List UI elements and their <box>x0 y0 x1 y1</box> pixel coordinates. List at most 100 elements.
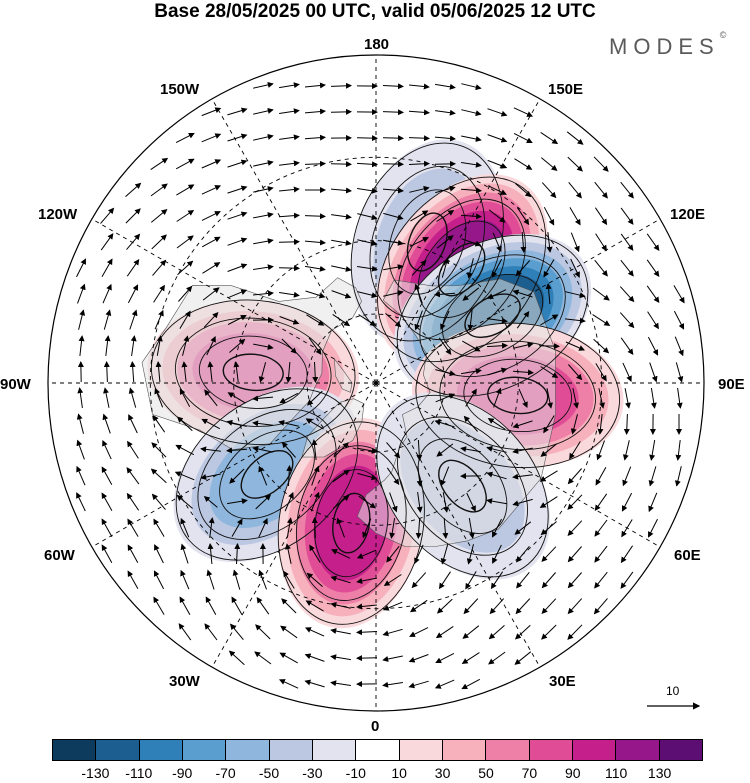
colorbar-tick-label: 50 <box>478 765 494 781</box>
wind-arrow <box>176 416 193 432</box>
wind-arrow <box>179 388 191 408</box>
wind-arrow <box>125 182 142 197</box>
wind-arrow <box>594 571 608 589</box>
wind-arrow <box>279 316 300 325</box>
wind-arrow <box>176 184 195 196</box>
wind-arrow <box>231 518 243 537</box>
lon-label-30w: 30W <box>169 673 200 690</box>
wind-arrow <box>646 285 660 304</box>
wind-arrow <box>386 442 401 459</box>
wind-arrow <box>488 209 506 223</box>
wind-arrow <box>540 521 557 536</box>
wind-arrow <box>462 340 481 352</box>
wind-arrow <box>130 335 137 356</box>
wind-arrow <box>466 544 474 565</box>
wind-arrow <box>227 159 248 168</box>
wind-arrow <box>546 232 553 253</box>
wind-arrow <box>154 309 164 330</box>
wind-arrow <box>156 335 163 356</box>
wind-arrow <box>512 289 533 298</box>
wind-arrow <box>304 653 325 662</box>
wind-arrow <box>253 133 274 141</box>
wind-arrow <box>278 265 300 272</box>
wind-arrow <box>620 233 634 251</box>
wind-arrow <box>567 624 583 640</box>
wind-arrow <box>540 366 559 379</box>
lon-label-120e: 120E <box>670 206 706 223</box>
wind-arrow <box>545 283 552 305</box>
wind-arrow <box>487 108 508 117</box>
wind-arrow <box>567 156 583 172</box>
wind-arrow <box>286 517 293 538</box>
wind-arrow <box>76 492 86 512</box>
colorbar-cell <box>182 740 227 760</box>
wind-arrow <box>622 440 630 461</box>
colorbar-tick-label: -130 <box>81 765 110 781</box>
wind-arrow <box>620 571 634 589</box>
wind-arrow <box>283 570 295 589</box>
colorbar-cell <box>269 740 313 760</box>
wind-arrow <box>467 310 474 331</box>
wind-arrow <box>357 239 378 247</box>
wind-arrow <box>233 361 240 382</box>
wind-arrow <box>414 310 423 331</box>
wind-arrow <box>127 518 139 537</box>
wind-arrow <box>129 309 138 330</box>
wind-arrow <box>461 161 482 168</box>
wind-arrow <box>125 208 141 224</box>
wind-arrow <box>330 601 351 609</box>
wind-arrow <box>174 471 195 481</box>
wind-arrow <box>516 571 530 589</box>
wind-arrow <box>595 233 607 252</box>
wind-arrow <box>486 498 507 505</box>
wind-arrow <box>358 314 377 326</box>
wind-arrow <box>649 440 656 461</box>
wind-arrow <box>152 414 166 433</box>
wind-arrow <box>460 446 481 453</box>
wind-arrow <box>76 258 86 278</box>
wind-arrow <box>382 187 404 194</box>
wind-arrow <box>408 160 430 167</box>
height-contour <box>388 189 467 295</box>
wind-arrow <box>409 83 430 90</box>
lon-label-60e: 60E <box>674 547 701 564</box>
wind-arrow <box>206 335 216 356</box>
wind-arrow <box>647 311 659 330</box>
height-contour <box>174 317 332 427</box>
wind-arrow <box>203 311 219 328</box>
wind-arrow <box>305 600 324 612</box>
wind-arrow <box>203 495 218 508</box>
wind-arrow <box>357 213 378 221</box>
wind-arrow <box>207 543 214 565</box>
meridian-line <box>211 382 377 668</box>
wind-arrow <box>465 571 477 590</box>
wind-arrow <box>408 654 429 663</box>
wind-arrow <box>539 496 558 508</box>
wind-arrow <box>674 466 682 487</box>
wind-arrow <box>543 206 555 226</box>
wind-arrow <box>620 181 634 199</box>
wind-arrow <box>441 257 450 278</box>
wind-arrow <box>281 441 296 458</box>
wind-arrow <box>304 239 326 246</box>
wind-arrow <box>279 134 300 141</box>
wind-arrow <box>673 285 685 304</box>
wind-arrow <box>176 209 195 222</box>
wind-arrow <box>227 211 248 220</box>
wind-arrow <box>258 517 268 538</box>
wind-arrow <box>409 599 428 613</box>
wind-arrow <box>468 518 475 539</box>
wind-arrow <box>383 212 404 221</box>
wind-arrow <box>103 361 110 383</box>
height-contour <box>240 450 294 499</box>
wind-arrow <box>331 239 352 246</box>
meridian-line <box>375 382 661 548</box>
wind-arrow <box>331 265 352 272</box>
wind-arrow <box>127 570 139 589</box>
wind-arrow <box>258 362 267 383</box>
height-contour <box>438 459 487 513</box>
wind-arrow <box>255 494 272 510</box>
wind-arrow <box>155 361 162 383</box>
wind-arrow <box>78 309 86 330</box>
wind-arrow <box>410 210 429 222</box>
